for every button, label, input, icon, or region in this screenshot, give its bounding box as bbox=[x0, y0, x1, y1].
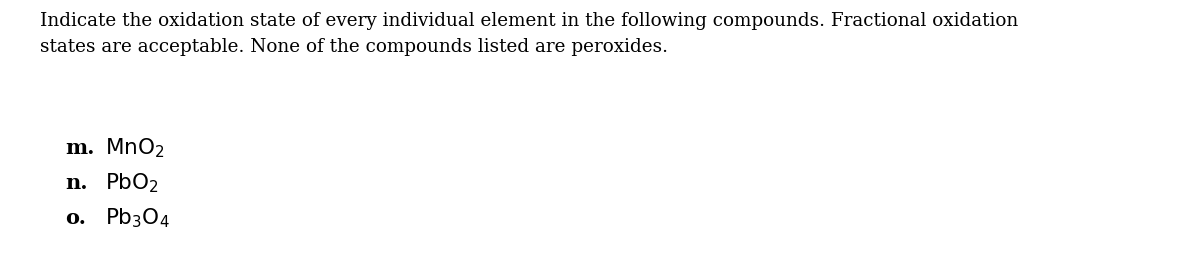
Text: m.: m. bbox=[65, 138, 95, 158]
Text: Indicate the oxidation state of every individual element in the following compou: Indicate the oxidation state of every in… bbox=[40, 12, 1019, 30]
Text: n.: n. bbox=[65, 173, 88, 193]
Text: $\mathrm{MnO_2}$: $\mathrm{MnO_2}$ bbox=[106, 136, 164, 160]
Text: $\mathrm{PbO_2}$: $\mathrm{PbO_2}$ bbox=[106, 171, 158, 195]
Text: o.: o. bbox=[65, 208, 86, 228]
Text: states are acceptable. None of the compounds listed are peroxides.: states are acceptable. None of the compo… bbox=[40, 38, 668, 56]
Text: $\mathrm{Pb_3O_4}$: $\mathrm{Pb_3O_4}$ bbox=[106, 206, 169, 230]
